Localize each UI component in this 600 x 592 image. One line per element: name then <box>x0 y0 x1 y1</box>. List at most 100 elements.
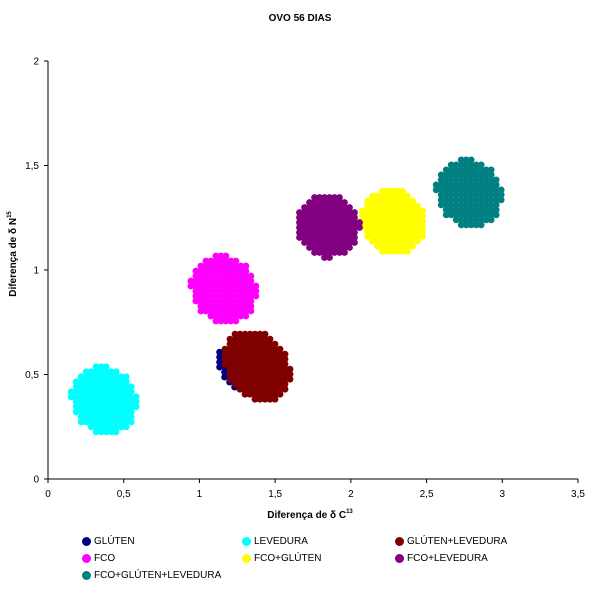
data-point <box>271 345 279 353</box>
data-point <box>477 216 485 224</box>
data-point <box>447 161 455 169</box>
data-point <box>256 350 264 358</box>
data-point <box>87 398 95 406</box>
data-point <box>242 287 250 295</box>
data-point <box>241 335 249 343</box>
data-point <box>482 186 490 194</box>
data-point <box>256 365 264 373</box>
data-point <box>482 166 490 174</box>
data-point <box>271 375 279 383</box>
data-point <box>132 403 140 411</box>
data-point <box>447 186 455 194</box>
data-point <box>442 211 450 219</box>
data-point <box>341 234 348 241</box>
data-point <box>261 380 269 388</box>
data-point <box>409 232 416 240</box>
data-point <box>187 282 195 290</box>
data-point <box>122 418 130 426</box>
x-tick-label: 3 <box>500 489 506 500</box>
data-point <box>82 418 90 426</box>
data-point <box>414 232 421 240</box>
data-point <box>316 199 323 206</box>
data-point <box>341 249 348 256</box>
data-point <box>452 201 460 209</box>
data-point <box>462 186 470 194</box>
data-point <box>246 380 254 388</box>
legend-label: LEVEDURA <box>254 536 308 547</box>
data-point <box>321 239 328 246</box>
data-point <box>404 202 411 210</box>
series-4-points <box>359 187 426 255</box>
data-point <box>331 219 338 226</box>
x-tick-label: 1 <box>197 489 203 500</box>
data-point <box>414 222 421 230</box>
data-point <box>364 217 371 225</box>
data-point <box>384 222 391 230</box>
data-point <box>326 244 333 251</box>
data-point <box>102 388 110 396</box>
data-point <box>127 408 135 416</box>
data-point <box>477 176 485 184</box>
data-point <box>409 222 416 230</box>
data-point <box>492 211 500 219</box>
data-point <box>236 350 244 358</box>
data-point <box>217 282 225 290</box>
legend-item: GLÚTEN+LEVEDURA <box>395 536 507 547</box>
data-point <box>374 222 381 230</box>
data-point <box>202 267 210 275</box>
data-point <box>409 197 416 205</box>
data-point <box>107 418 115 426</box>
data-point <box>414 227 421 235</box>
data-point <box>487 206 495 214</box>
data-point <box>316 194 323 201</box>
data-point <box>226 345 234 353</box>
data-point <box>231 330 239 338</box>
data-point <box>374 232 381 240</box>
data-point <box>122 383 130 391</box>
data-point <box>261 385 269 393</box>
data-point <box>236 355 244 363</box>
data-point <box>222 267 230 275</box>
data-point <box>251 390 259 398</box>
data-point <box>122 388 130 396</box>
data-point <box>356 219 363 226</box>
data-point <box>226 370 234 378</box>
data-point <box>227 312 235 320</box>
data-point <box>197 272 205 280</box>
data-point <box>237 292 245 300</box>
data-point <box>487 166 495 174</box>
data-point <box>107 408 115 416</box>
data-point <box>256 395 264 403</box>
data-point <box>351 229 358 236</box>
data-point <box>462 196 470 204</box>
data-point <box>346 214 353 221</box>
data-point <box>452 171 460 179</box>
data-point <box>216 348 224 356</box>
legend-label: FCO+GLÚTEN <box>254 553 322 564</box>
data-point <box>301 239 308 246</box>
data-point <box>241 365 249 373</box>
data-point <box>212 262 220 270</box>
data-point <box>331 204 338 211</box>
data-point <box>321 204 328 211</box>
data-point <box>256 360 264 368</box>
data-point <box>311 204 318 211</box>
data-point <box>419 207 426 215</box>
x-tick-label: 0,5 <box>117 489 131 500</box>
data-point <box>271 390 279 398</box>
data-point <box>212 277 220 285</box>
data-point <box>127 403 135 411</box>
data-point <box>92 368 100 376</box>
data-point <box>197 297 205 305</box>
data-point <box>281 380 289 388</box>
data-point <box>384 217 391 225</box>
data-point <box>306 234 313 241</box>
data-point <box>197 277 205 285</box>
data-point <box>102 363 110 371</box>
data-point <box>487 216 495 224</box>
data-point <box>437 176 445 184</box>
data-point <box>97 428 105 436</box>
data-point <box>242 272 250 280</box>
data-point <box>369 207 376 215</box>
data-point <box>467 196 475 204</box>
